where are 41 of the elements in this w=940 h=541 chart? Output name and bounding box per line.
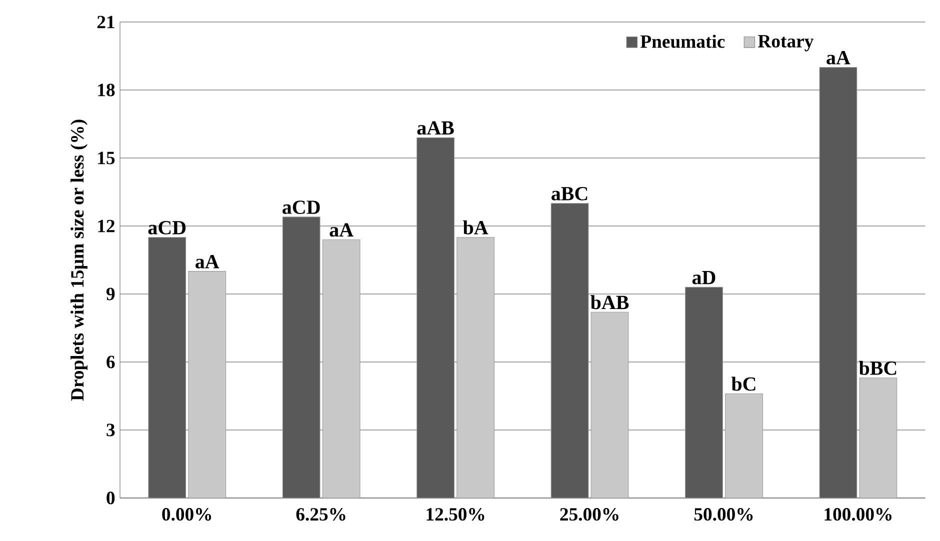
annotation: aD [692, 271, 716, 284]
bar [416, 138, 454, 498]
annotation: aCD [282, 200, 320, 214]
x-tick-label: 100.00% [824, 508, 892, 521]
bar [725, 394, 763, 498]
x-tick-label: 25.00% [560, 508, 618, 521]
y-tick-label: 21 [97, 16, 114, 28]
y-tick-label: 15 [98, 152, 115, 164]
x-tick-label: 50.00% [694, 508, 753, 521]
bar [188, 271, 226, 498]
bar [282, 216, 320, 498]
bar [148, 237, 186, 498]
y-tick-label: 18 [98, 84, 115, 96]
annotation: aA [826, 51, 850, 65]
y-axis-title: Droplets with 15µm size or less (%) [70, 120, 88, 401]
bar [685, 287, 723, 498]
annotation: bC [731, 376, 756, 391]
y-tick-label: 3 [106, 424, 115, 436]
annotation: aA [330, 223, 354, 237]
bar [456, 237, 494, 498]
x-tick-label: 12.50% [426, 508, 484, 521]
y-tick-label: 6 [106, 356, 115, 368]
bar [322, 240, 360, 498]
x-tick-label: 0.00% [162, 508, 212, 521]
x-tick-label: 6.25% [296, 508, 346, 521]
y-tick-label: 0 [106, 492, 115, 504]
annotation: aAB [417, 121, 454, 135]
annotation: aA [196, 255, 220, 269]
annotation: bA [463, 220, 488, 235]
bar [550, 203, 589, 498]
annotation: aCD [148, 221, 186, 235]
bar [859, 378, 898, 498]
annotation: bAB [590, 295, 629, 310]
annotation: bBC [859, 361, 896, 376]
y-tick-label: 12 [98, 220, 114, 232]
legend-label: Rotary [758, 35, 814, 52]
bar [819, 67, 858, 498]
legend-label: Pneumatic [640, 34, 725, 48]
y-tick-label: 9 [106, 288, 115, 300]
bar [590, 312, 629, 498]
annotation: aBC [552, 187, 588, 201]
